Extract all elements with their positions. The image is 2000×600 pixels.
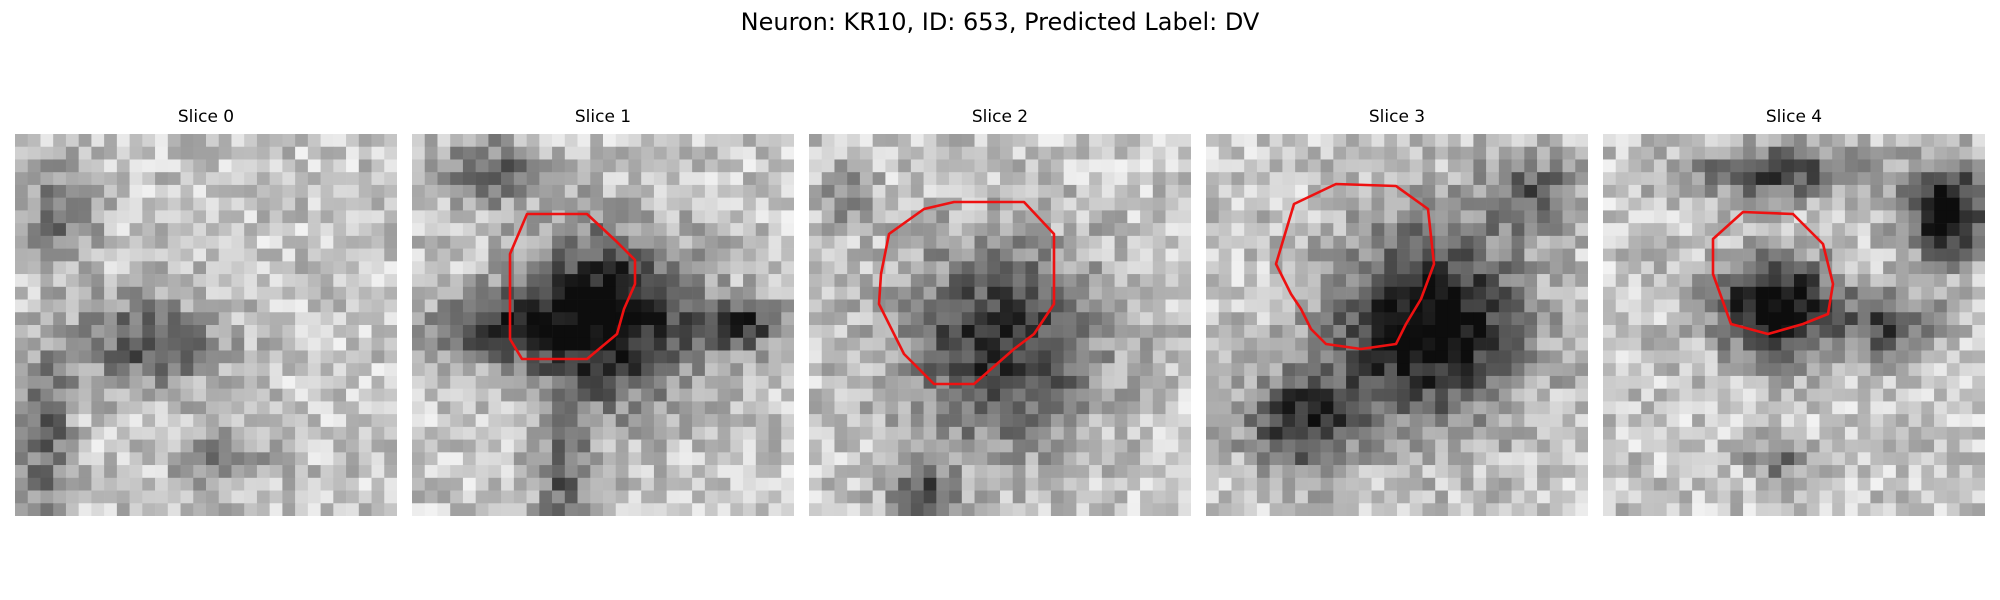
slice-image-4	[1603, 134, 1985, 516]
slice-panel-4: Slice 4	[1603, 106, 1985, 516]
segmentation-contour	[1274, 182, 1436, 351]
slice-panel-0: Slice 0	[15, 106, 397, 516]
slice-image-1	[412, 134, 794, 516]
slice-panel-3: Slice 3	[1206, 106, 1588, 516]
slice-title-2: Slice 2	[971, 107, 1029, 127]
pixel-grid	[809, 134, 1191, 516]
pixel-grid	[15, 134, 397, 516]
pixel-grid	[1603, 134, 1985, 516]
pixel-grid	[412, 134, 794, 516]
pixel-grid	[1206, 134, 1588, 516]
slice-title-4: Slice 4	[1765, 107, 1823, 127]
segmentation-contour	[508, 212, 637, 361]
segmentation-contour	[877, 200, 1056, 386]
slice-image-2	[809, 134, 1191, 516]
slice-title-3: Slice 3	[1368, 107, 1426, 127]
slice-panel-2: Slice 2	[809, 106, 1191, 516]
figure-title: Neuron: KR10, ID: 653, Predicted Label: …	[740, 8, 1260, 36]
slice-title-0: Slice 0	[177, 107, 235, 127]
segmentation-contour	[1711, 210, 1835, 336]
slice-title-1: Slice 1	[574, 107, 632, 127]
slice-image-0	[15, 134, 397, 516]
slice-image-3	[1206, 134, 1588, 516]
slice-panel-1: Slice 1	[412, 106, 794, 516]
